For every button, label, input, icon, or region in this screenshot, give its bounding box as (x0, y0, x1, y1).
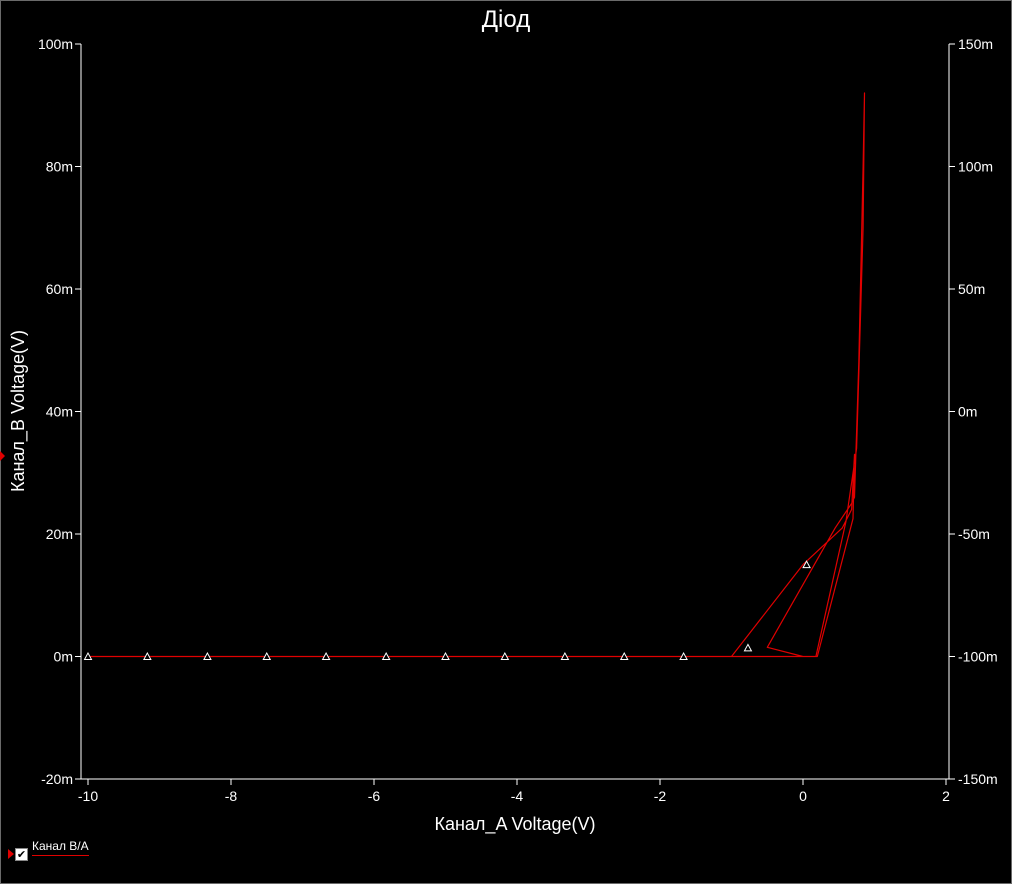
data-point-marker (802, 560, 811, 569)
x-tick-label: -10 (78, 788, 98, 804)
x-tick-label: -8 (225, 788, 238, 804)
y2-tick-label: 150m (958, 36, 993, 52)
data-point-marker (441, 651, 450, 660)
data-point-marker (560, 651, 570, 660)
data-point-marker (500, 651, 510, 660)
data-point-marker (381, 651, 391, 660)
y2-tick-label: 0m (958, 404, 977, 420)
x-tick-label: 2 (942, 788, 950, 804)
series-layer (88, 92, 866, 658)
y-tick-label: 80m (46, 159, 73, 175)
y2-tick-label: 100m (958, 159, 993, 175)
y-tick-label: 20m (46, 526, 73, 542)
data-point-marker (203, 651, 212, 660)
data-point-marker (619, 651, 629, 660)
axes-layer (80, 44, 950, 780)
y-tick-label: 60m (46, 281, 73, 297)
chart-title: Діод (481, 6, 531, 33)
data-point-marker (143, 651, 152, 660)
legend-series-marker (8, 849, 14, 859)
y-tick-label: 100m (38, 36, 73, 52)
legend-label: Канал B/A (32, 839, 89, 853)
data-point-marker (321, 651, 331, 660)
y2-tick-label: 50m (958, 281, 985, 297)
legend-checkbox[interactable]: ✔ (15, 848, 28, 861)
x-tick-label: -2 (654, 788, 667, 804)
data-point-marker (262, 651, 272, 660)
channel-position-marker[interactable] (0, 451, 5, 461)
x-axis-title: Канал_A Voltage(V) (434, 814, 595, 835)
x-tick-label: 0 (799, 788, 807, 804)
x-tick-label: -6 (368, 788, 381, 804)
data-point-marker (679, 651, 688, 660)
series-line (88, 92, 866, 658)
markers-layer (83, 560, 811, 660)
y-tick-label: 40m (46, 404, 73, 420)
ticks-layer: -10 -8 -6 -4 -2 0 2 -20m 0m 20m 40m 60m 80m 100m -150m… (38, 36, 998, 804)
y2-tick-label: -50m (958, 526, 990, 542)
data-point-marker (83, 651, 93, 660)
y2-tick-label: -100m (958, 649, 998, 665)
y-tick-label: -20m (41, 771, 73, 787)
y-axis-title: Канал_B Voltage(V) (8, 330, 29, 492)
data-point-marker (743, 643, 753, 652)
y-tick-label: 0m (54, 649, 73, 665)
legend-line-swatch (32, 855, 89, 856)
x-tick-label: -4 (511, 788, 524, 804)
y2-tick-label: -150m (958, 771, 998, 787)
